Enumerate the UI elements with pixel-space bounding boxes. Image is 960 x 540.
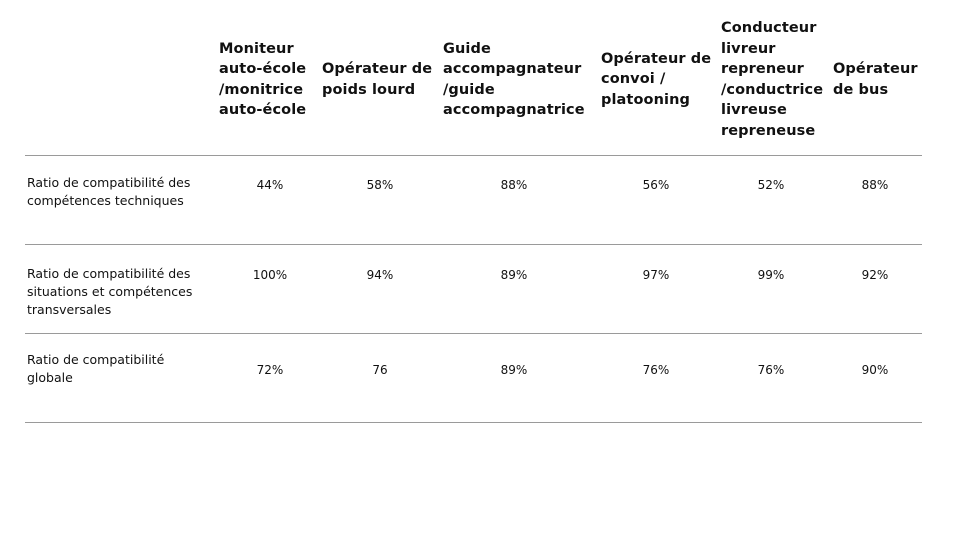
table-cell: 89% — [500, 363, 528, 377]
column-header-poids-lourd: Opérateur de poids lourd — [322, 61, 433, 98]
row-label-compatibilite-globale: Ratio de compatibilité globale — [27, 352, 165, 385]
column-header-moniteur: Moniteur auto-école /monitrice auto-écol… — [219, 40, 307, 119]
column-header-bus: Opérateur de bus — [833, 61, 918, 98]
table-cell: 56% — [642, 178, 670, 192]
table-cell: 76 — [372, 363, 388, 377]
table-cell: 100% — [252, 268, 288, 282]
row-divider — [25, 422, 922, 423]
table-cell: 92% — [861, 268, 889, 282]
table-cell: 88% — [500, 178, 528, 192]
table-cell: 94% — [366, 268, 394, 282]
table-cell: 58% — [366, 178, 394, 192]
row-label-competences-transversales: Ratio de compatibilité des situations et… — [27, 266, 193, 317]
table-cell: 44% — [256, 178, 284, 192]
table-cell: 72% — [256, 363, 284, 377]
column-header-guide: Guide accompagnateur /guide accompagnatr… — [443, 40, 585, 119]
row-divider — [25, 333, 922, 334]
row-label-competences-techniques: Ratio de compatibilité des compétences t… — [27, 175, 191, 208]
table-cell: 76% — [642, 363, 670, 377]
table-cell: 76% — [757, 363, 785, 377]
row-divider — [25, 244, 922, 245]
table-cell: 97% — [642, 268, 670, 282]
row-divider — [25, 155, 922, 156]
column-header-convoi: Opérateur de convoi / platooning — [601, 50, 712, 108]
table-cell: 99% — [757, 268, 785, 282]
column-header-conducteur-livreur: Conducteur livreur repreneur /conductric… — [721, 20, 824, 139]
table-cell: 88% — [861, 178, 889, 192]
table-cell: 90% — [861, 363, 889, 377]
table-cell: 52% — [757, 178, 785, 192]
table-cell: 89% — [500, 268, 528, 282]
